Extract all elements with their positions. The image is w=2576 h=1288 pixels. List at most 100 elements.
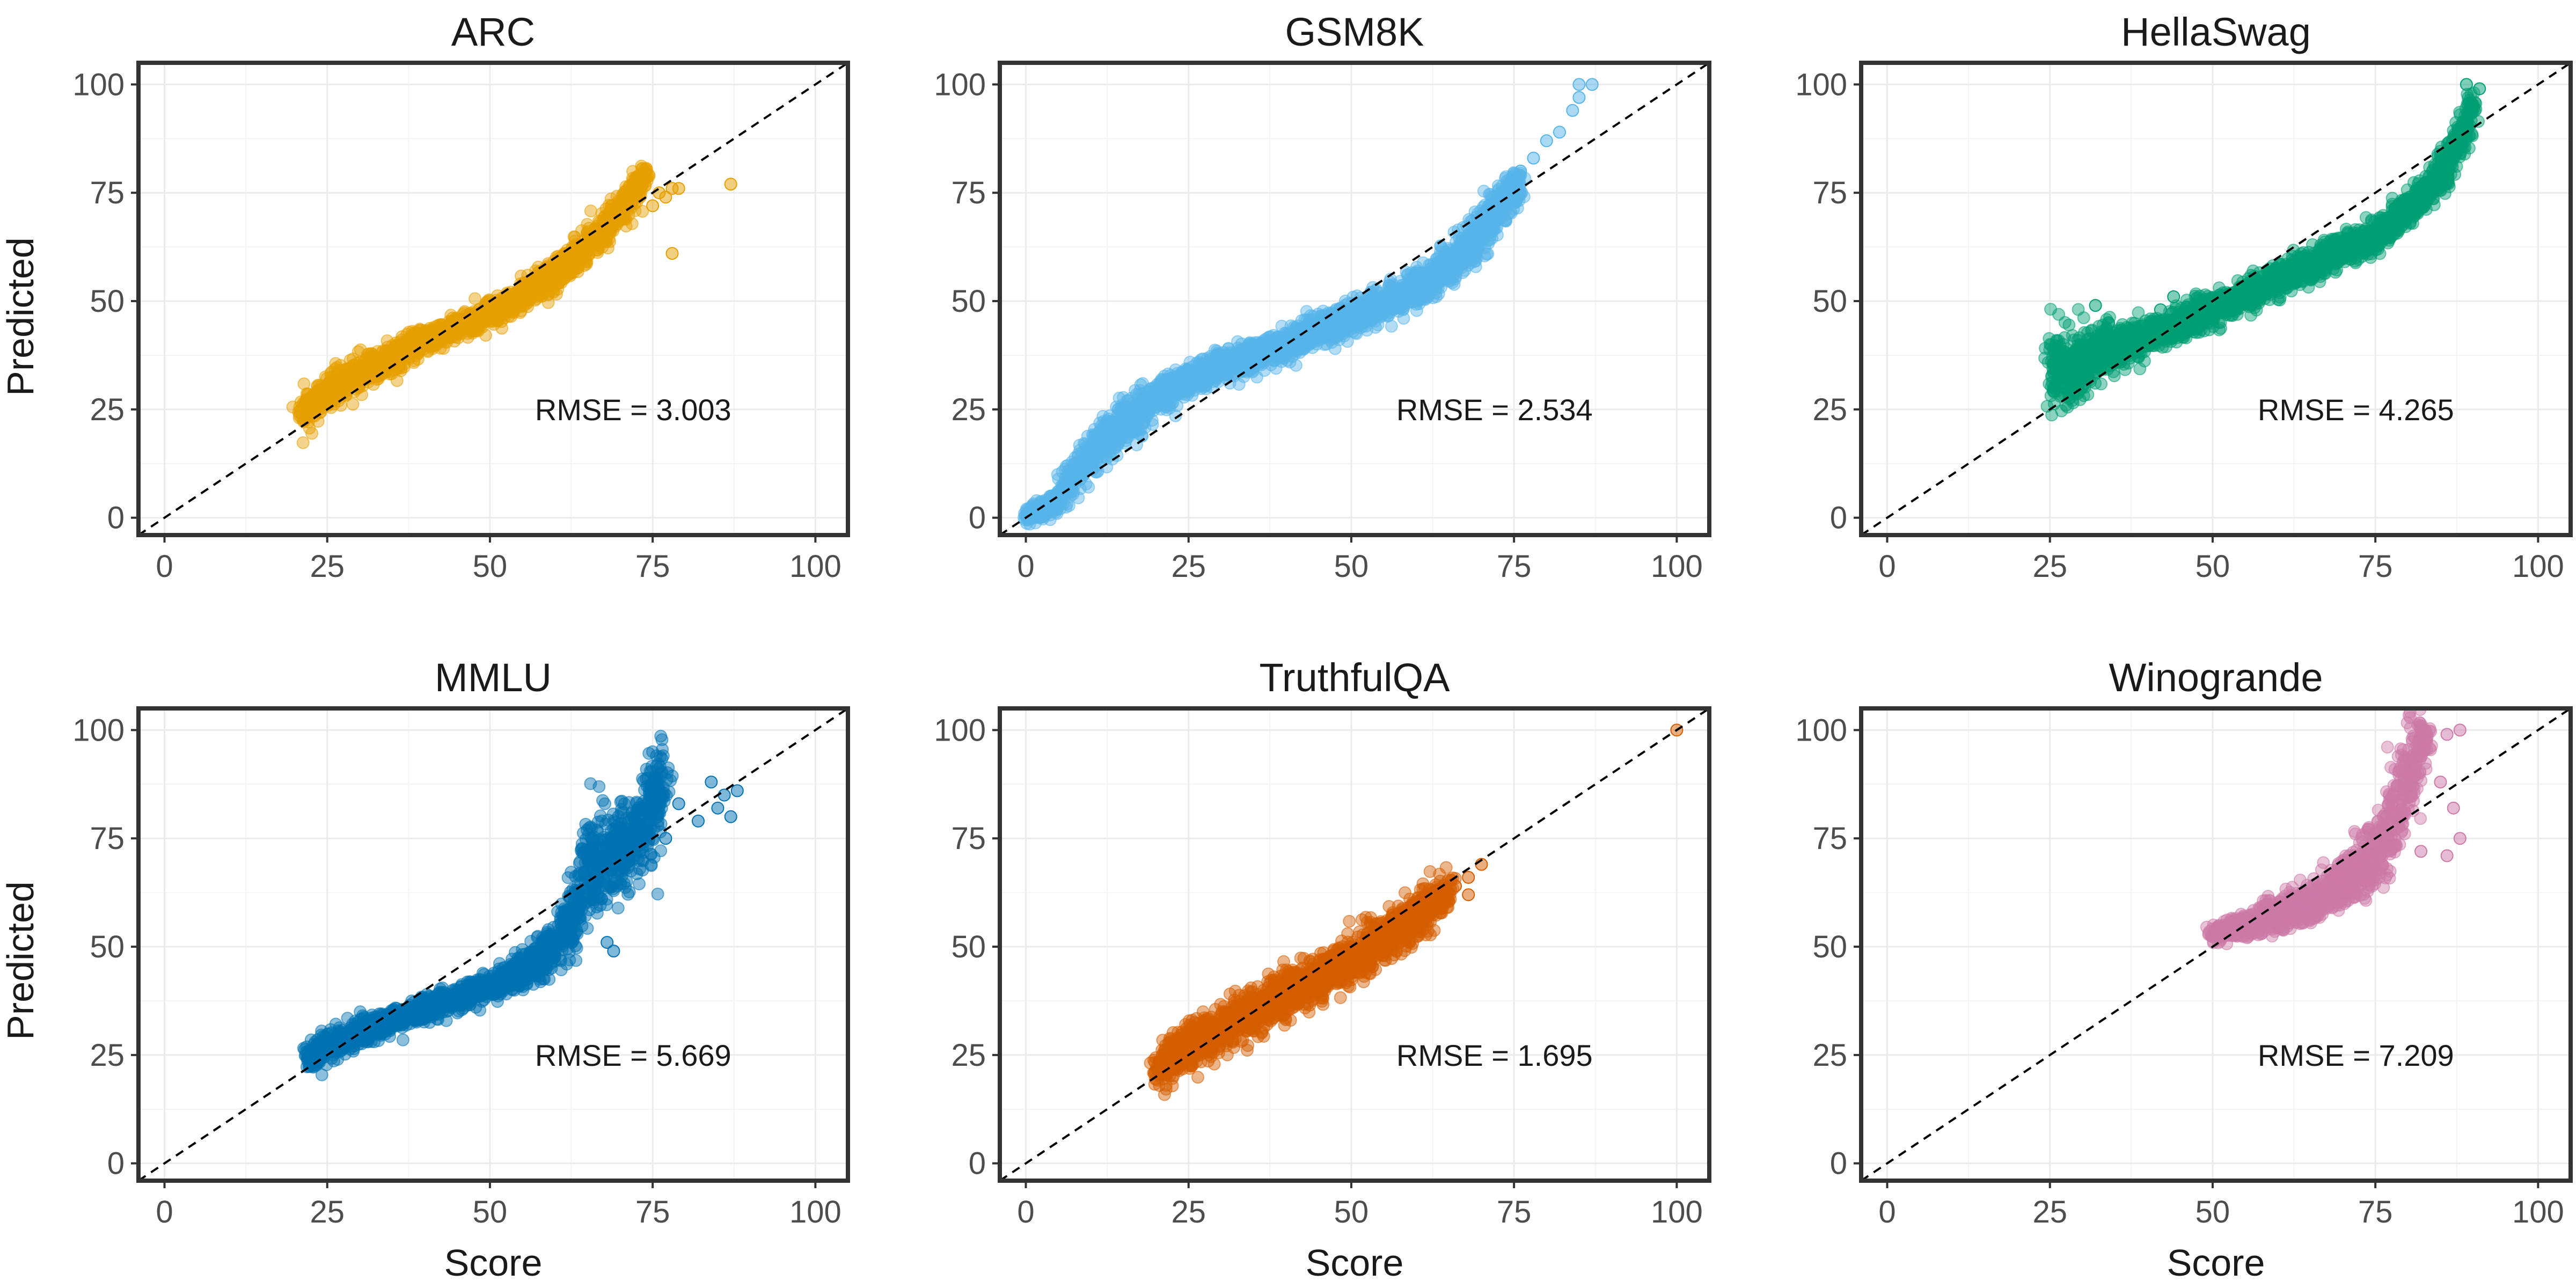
data-point [300, 387, 313, 400]
data-point [325, 371, 338, 384]
data-point [1075, 466, 1089, 479]
data-point [1503, 173, 1516, 187]
data-point [1451, 240, 1465, 253]
y-axis-title-bottom-row: Predicted [0, 881, 41, 1040]
data-point [1181, 376, 1195, 390]
x-axis-title-middle-col: Score [1306, 1242, 1404, 1284]
scatter-points [1018, 78, 1599, 531]
outlier-point [672, 182, 685, 195]
outlier-point [1572, 91, 1586, 104]
y-tick-label: 100 [72, 67, 125, 102]
data-point [1075, 449, 1088, 462]
data-point [1244, 338, 1257, 350]
data-point [1388, 283, 1401, 296]
y-tick-label: 75 [90, 175, 125, 210]
x-tick-label: 0 [156, 549, 173, 584]
data-point [302, 404, 316, 418]
data-point [1461, 259, 1475, 272]
data-point [1053, 493, 1067, 507]
data-point [416, 331, 429, 344]
data-point [558, 272, 571, 286]
data-point [1125, 413, 1138, 426]
data-point [1255, 336, 1269, 349]
x-axis-title-left-col: Score [444, 1242, 543, 1284]
data-point [1124, 392, 1138, 405]
data-point [352, 345, 365, 358]
x-tick-label: 25 [310, 549, 345, 584]
data-point [336, 380, 350, 394]
data-point [402, 326, 415, 339]
identity-reference-line [1000, 63, 1709, 535]
data-point [325, 385, 338, 398]
data-point [305, 427, 319, 440]
data-point [628, 176, 641, 189]
data-point [1478, 249, 1491, 262]
x-tick-label: 0 [1017, 549, 1034, 584]
x-tick-label: 50 [1334, 549, 1369, 584]
data-point [339, 370, 352, 383]
y-tick-label: 0 [107, 501, 125, 536]
data-point [296, 436, 310, 449]
data-point [1476, 233, 1489, 246]
data-point [1026, 507, 1039, 521]
data-point [431, 323, 444, 336]
data-point [390, 340, 403, 353]
data-point [1199, 382, 1213, 396]
outlier-point [1566, 104, 1579, 117]
identity-reference-line [138, 63, 848, 535]
outlier-point [1585, 78, 1599, 91]
data-point [1494, 212, 1507, 225]
data-point [1360, 324, 1374, 337]
data-point [1212, 347, 1225, 361]
outlier-point [646, 199, 660, 213]
outlier-point [665, 247, 679, 260]
panel-title: ARC [451, 10, 535, 54]
data-point [1152, 389, 1165, 402]
data-point [1154, 377, 1168, 390]
data-point [1385, 319, 1398, 333]
data-point [1344, 304, 1357, 317]
x-tick-label: 75 [635, 549, 670, 584]
data-point [365, 356, 378, 369]
data-point [346, 398, 360, 411]
data-point [1446, 271, 1460, 284]
data-point [1192, 355, 1205, 369]
data-point [306, 397, 319, 409]
grid [138, 63, 848, 535]
outlier-point [1540, 134, 1553, 148]
y-tick-label: 25 [90, 392, 125, 427]
data-point [1058, 474, 1072, 487]
data-point [1137, 415, 1151, 429]
data-point [437, 342, 450, 355]
data-point [1128, 426, 1141, 438]
y-axis-title-top-row: Predicted [0, 237, 41, 396]
x-tick-label: 75 [1497, 549, 1532, 584]
data-point [1409, 298, 1423, 311]
data-point [330, 361, 343, 374]
data-point [1369, 306, 1382, 319]
data-point [1064, 486, 1078, 499]
data-point [1099, 435, 1112, 448]
data-point [469, 292, 482, 305]
data-point [390, 374, 404, 387]
data-point [354, 343, 367, 356]
data-point [1350, 315, 1364, 328]
x-axis-title-right-col: Score [2167, 1242, 2265, 1284]
data-point [566, 254, 579, 267]
data-point [1150, 400, 1163, 414]
data-point [390, 350, 404, 364]
data-point [1212, 359, 1225, 372]
x-tick-label: 25 [1171, 549, 1206, 584]
data-point [1297, 336, 1310, 350]
data-point [1284, 347, 1297, 361]
data-point [524, 288, 538, 302]
x-tick-label: 100 [789, 549, 841, 584]
x-tick-label: 50 [473, 549, 508, 584]
data-point [1417, 277, 1431, 291]
data-point [470, 310, 483, 324]
data-point [1298, 313, 1312, 326]
